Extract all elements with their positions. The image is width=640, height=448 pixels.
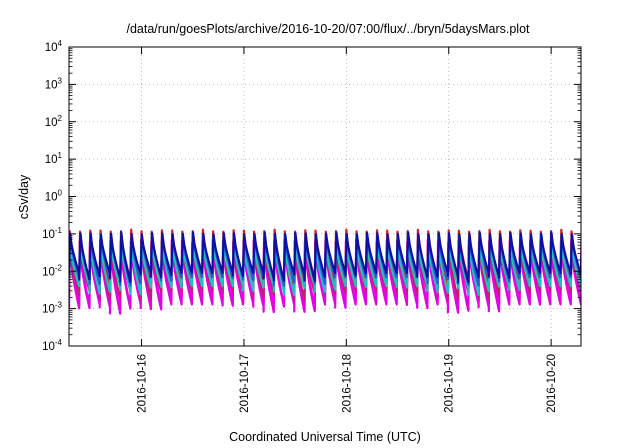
y-axis-label: cSv/day [17, 174, 31, 219]
y-axis: 10-4 10-3 10-2 10-1 100 101 102 103 104 [42, 39, 581, 353]
series-layer [69, 228, 581, 315]
y-tick-label: 10-4 [42, 338, 62, 353]
y-tick-label: 102 [45, 114, 63, 129]
y-tick-label: 104 [45, 39, 63, 54]
chart-title: /data/run/goesPlots/archive/2016-10-20/0… [126, 22, 530, 36]
x-tick-label: 2016-10-16 [137, 354, 149, 413]
x-tick-label: 2016-10-17 [239, 354, 251, 413]
x-tick-label: 2016-10-19 [444, 354, 456, 413]
x-tick-label: 2016-10-20 [546, 354, 558, 413]
y-tick-label: 10-3 [42, 301, 62, 316]
y-tick-label: 103 [45, 76, 63, 91]
y-tick-label: 10-2 [42, 263, 62, 278]
y-tick-label: 101 [45, 151, 63, 166]
x-axis: 2016-10-16 2016-10-17 2016-10-18 2016-10-19… [137, 47, 558, 413]
series-line [69, 241, 581, 297]
y-tick-label: 10-1 [42, 226, 62, 241]
y-tick-label: 100 [45, 189, 63, 204]
x-tick-label: 2016-10-18 [341, 354, 353, 413]
series-line [69, 231, 581, 284]
x-axis-label: Coordinated Universal Time (UTC) [229, 430, 421, 444]
